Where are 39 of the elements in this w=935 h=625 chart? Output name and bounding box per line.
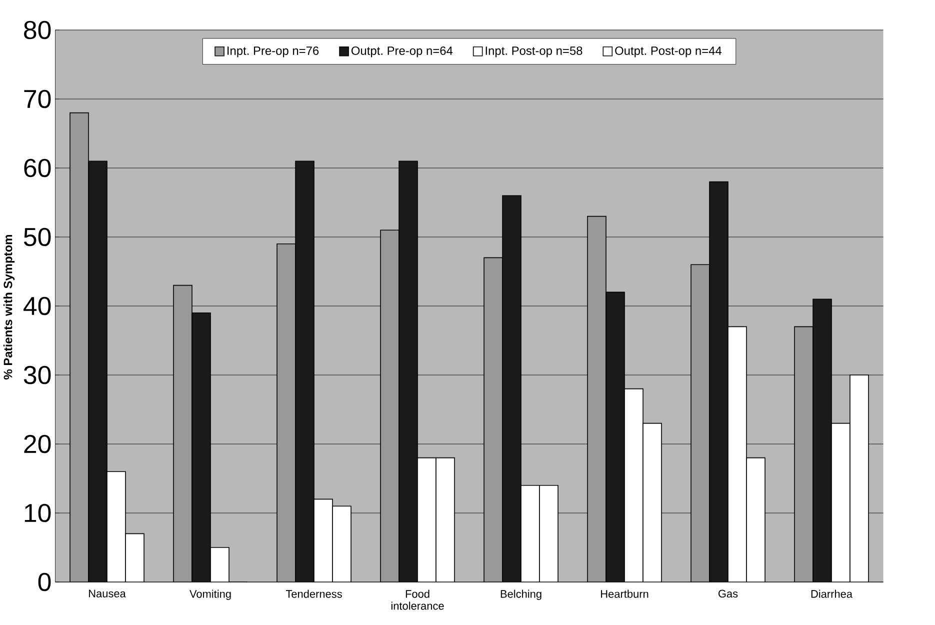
bar <box>709 181 728 582</box>
x-tick-label: Food intolerance <box>391 590 444 610</box>
y-tick-label: 10 <box>24 504 51 522</box>
y-tick-label: 40 <box>24 296 51 316</box>
x-tick-label: Gas <box>718 590 738 598</box>
y-tick-label: 30 <box>24 366 51 384</box>
legend-label: Outpt. Pre-op n=64 <box>351 46 453 58</box>
bar <box>295 160 314 582</box>
x-tick-label: Tenderness <box>286 590 342 598</box>
y-tick-label: 0 <box>38 572 51 592</box>
bar <box>794 326 814 582</box>
x-tick-label: Nausea <box>89 590 126 598</box>
bar <box>88 160 108 582</box>
y-tick-label: 80 <box>24 20 51 40</box>
y-tick-label: 20 <box>24 434 51 454</box>
bar <box>502 195 522 582</box>
bar <box>276 244 296 582</box>
legend-label: Inpt. Pre-op n=76 <box>228 46 319 58</box>
bar <box>606 292 625 582</box>
x-tick-label: Diarrhea <box>811 590 853 598</box>
bar <box>587 216 606 582</box>
y-tick-label: 50 <box>24 228 51 246</box>
bar <box>173 284 192 582</box>
legend-label: Outpt. Post-op n=44 <box>615 46 722 58</box>
x-tick-label: Heartburn <box>601 590 648 598</box>
x-tick-label: Belching <box>500 590 542 600</box>
bar <box>484 257 503 582</box>
x-tick-label: Vomiting <box>190 590 231 600</box>
y-axis-title: % Patients with Symptom <box>3 235 15 380</box>
bar <box>398 160 418 582</box>
y-tick-label: 60 <box>24 158 51 178</box>
bar <box>690 264 710 582</box>
legend-label: Inpt. Post-op n=58 <box>486 46 582 58</box>
y-tick-label: 70 <box>24 90 51 108</box>
bar <box>380 230 400 582</box>
bar <box>192 312 211 582</box>
bar <box>210 547 230 582</box>
bar <box>70 112 89 582</box>
bar <box>812 298 832 582</box>
